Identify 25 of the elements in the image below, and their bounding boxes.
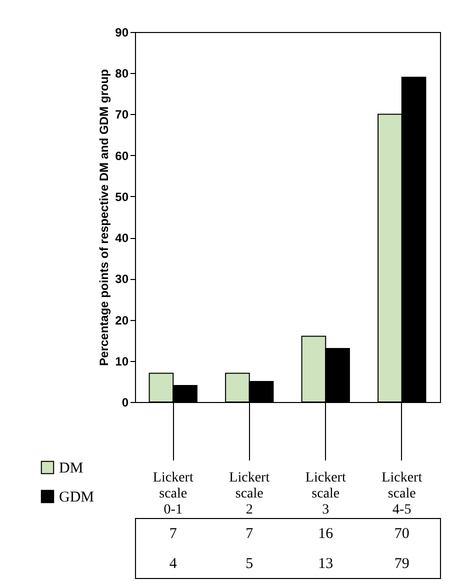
data-label: 70 [394, 526, 410, 542]
x-tick-label: Lickert scale 4-5 [382, 470, 422, 518]
data-label: 7 [169, 526, 178, 542]
legend-label: DM [59, 460, 84, 476]
y-axis-title: Percentage points of respective DM and GDM group [97, 69, 112, 366]
x-tick-label: Lickert scale 0-1 [152, 470, 194, 518]
y-tick-label: 0 [122, 396, 129, 410]
y-tick-label: 50 [115, 190, 129, 204]
data-label: 16 [318, 526, 334, 542]
y-tick-label: 70 [115, 108, 129, 122]
x-tick-label: Lickert scale 2 [229, 470, 270, 518]
y-tick-label: 20 [115, 313, 129, 328]
data-label: 4 [169, 556, 178, 572]
y-tick-label: 10 [115, 354, 129, 368]
y-tick-label: 80 [115, 66, 129, 81]
data-label: 5 [246, 556, 254, 572]
y-tick-label: 40 [115, 231, 129, 246]
y-tick-label: 90 [115, 26, 129, 40]
legend-label: GDM [59, 490, 94, 506]
data-label: 13 [318, 556, 334, 572]
y-tick-label: 60 [115, 148, 129, 163]
x-tick-label: Lickert scale 3 [305, 470, 346, 518]
data-label: 7 [246, 526, 254, 542]
y-tick-label: 30 [115, 272, 129, 286]
data-label: 79 [394, 556, 410, 572]
